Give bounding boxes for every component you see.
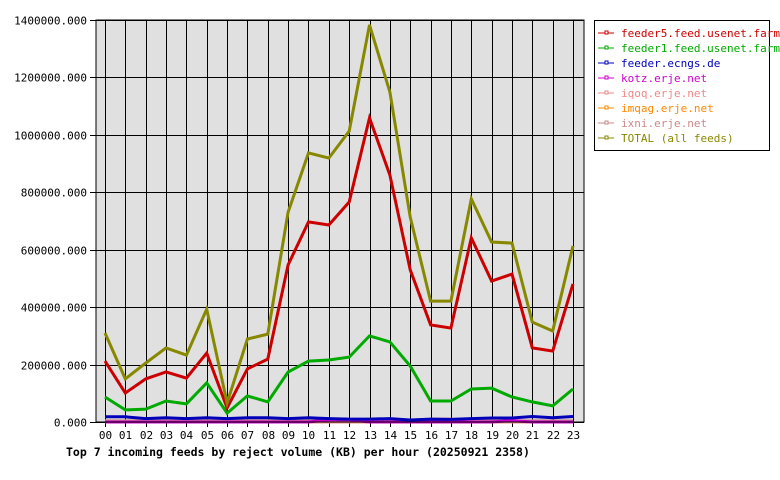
y-tick-label: 400000.000 — [21, 302, 87, 315]
legend-item: kotz.erje.net — [598, 72, 707, 85]
x-tick-label: 03 — [160, 429, 173, 442]
legend-item: feeder5.feed.usenet.farm — [598, 27, 780, 40]
x-tick-label: 02 — [140, 429, 153, 442]
legend: feeder5.feed.usenet.farm feeder1.feed.use… — [594, 20, 780, 151]
x-tick-label: 05 — [201, 429, 214, 442]
x-tick-label: 08 — [262, 429, 275, 442]
x-tick-label: 17 — [445, 429, 458, 442]
x-tick-label: 00 — [99, 429, 112, 442]
legend-item: ixni.erje.net — [598, 117, 707, 130]
legend-label: feeder.ecngs.de — [621, 57, 720, 70]
y-tick-label: 1200000.000 — [14, 72, 87, 85]
legend-marker-icon — [604, 120, 609, 125]
legend-item: feeder1.feed.usenet.farm — [598, 42, 780, 55]
legend-label: TOTAL (all feeds) — [621, 132, 734, 145]
y-tick-label: 600000.000 — [21, 245, 87, 258]
x-tick-label: 07 — [241, 429, 254, 442]
y-tick-label: 1400000.000 — [14, 15, 87, 28]
series-line-feeder-ecngs-de — [105, 414, 574, 422]
legend-item: TOTAL (all feeds) — [598, 132, 734, 145]
x-axis: 00 01 02 03 04 05 06 07 08 09 10 11 12 13 14 15 16 17 18 19… — [99, 422, 580, 442]
legend-marker-icon — [604, 135, 609, 140]
x-tick-label: 13 — [364, 429, 377, 442]
series-line-feeder1-feed-usenet-farm — [104, 334, 574, 416]
x-tick-label: 10 — [302, 429, 315, 442]
legend-marker-icon — [604, 75, 609, 80]
y-tick-label: 1000000.000 — [14, 130, 87, 143]
x-tick-label: 19 — [486, 429, 499, 442]
legend-box — [594, 20, 770, 151]
y-tick-label: 800000.000 — [21, 187, 87, 200]
x-tick-label: 09 — [282, 429, 295, 442]
x-tick-label: 06 — [221, 429, 234, 442]
legend-label: imqag.erje.net — [621, 102, 714, 115]
legend-item: imqag.erje.net — [598, 102, 714, 115]
x-tick-label: 18 — [465, 429, 478, 442]
legend-marker-icon — [604, 45, 609, 50]
series-line-feeder5-feed-usenet-farm — [103, 112, 575, 412]
legend-label: feeder5.feed.usenet.farm — [621, 27, 780, 40]
plot-area — [96, 20, 584, 422]
legend-label: ixni.erje.net — [621, 117, 707, 130]
legend-label: feeder1.feed.usenet.farm — [621, 42, 780, 55]
x-tick-label: 20 — [506, 429, 519, 442]
legend-marker-icon — [604, 105, 609, 110]
x-tick-label: 16 — [425, 429, 438, 442]
legend-item: iqoq.erje.net — [598, 87, 707, 100]
x-tick-label: 14 — [384, 429, 398, 442]
x-tick-label: 15 — [404, 429, 417, 442]
chart-title: Top 7 incoming feeds by reject volume (K… — [66, 445, 530, 459]
legend-marker-icon — [604, 30, 609, 35]
x-tick-label: 11 — [323, 429, 336, 442]
legend-label: kotz.erje.net — [621, 72, 707, 85]
legend-marker-icon — [604, 60, 609, 65]
x-tick-label: 21 — [526, 429, 539, 442]
x-tick-label: 23 — [567, 429, 580, 442]
legend-marker-icon — [604, 90, 609, 95]
legend-item: feeder.ecngs.de — [598, 57, 720, 70]
plot-frame — [95, 19, 585, 423]
y-tick-label: 200000.000 — [21, 360, 87, 373]
x-tick-label: 22 — [547, 429, 560, 442]
legend-label: iqoq.erje.net — [621, 87, 707, 100]
x-tick-label: 04 — [180, 429, 194, 442]
x-tick-label: 01 — [119, 429, 132, 442]
y-axis: 0.000 200000.000 400000.000 600000.000 80000… — [14, 15, 96, 430]
x-tick-label: 12 — [343, 429, 356, 442]
y-tick-label: 0.000 — [54, 417, 87, 430]
series-line-total-all-feeds- — [103, 24, 575, 409]
